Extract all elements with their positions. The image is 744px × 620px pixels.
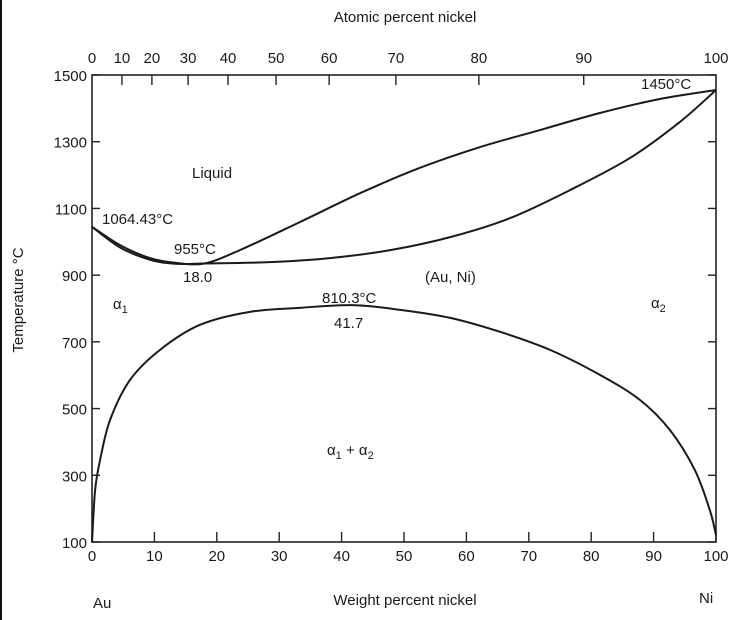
x-tick-label: 50 (396, 548, 413, 565)
label-liquid: Liquid (192, 165, 232, 182)
x-tick-label: 100 (703, 548, 728, 565)
x-tick-label: 60 (458, 548, 475, 565)
x2-tick-label: 40 (220, 50, 237, 67)
label-alpha2: α2 (651, 295, 666, 315)
y-tick-label: 1100 (55, 201, 87, 218)
axes (91, 74, 717, 543)
x2-tick-label: 100 (703, 50, 728, 67)
image-left-border (0, 0, 2, 620)
x2-tick-label: 70 (388, 50, 405, 67)
x-tick-label: 10 (146, 548, 163, 565)
x2-tick-label: 90 (575, 50, 592, 67)
x-tick-label: 40 (333, 548, 350, 565)
y-axis-title: Temperature °C (10, 247, 27, 352)
x-tick-label: 20 (208, 548, 225, 565)
label-alpha1: α1 (113, 296, 128, 316)
x2-axis-title: Atomic percent nickel (334, 9, 477, 26)
x2-tick-label: 20 (144, 50, 161, 67)
x-tick-label: 70 (520, 548, 537, 565)
x2-tick-label: 50 (268, 50, 285, 67)
curves (91, 89, 717, 543)
x-tick-label: 90 (645, 548, 662, 565)
end-label-ni: Ni (699, 590, 713, 607)
y-tick-label: 900 (62, 268, 87, 285)
y-tick-label: 500 (62, 402, 87, 419)
plot-frame (91, 74, 717, 543)
label-critical-temp: 810.3°C (322, 290, 377, 307)
x2-tick-label: 60 (321, 50, 338, 67)
x-tick-label: 0 (88, 548, 96, 565)
label-two-phase: α1 + α2 (327, 442, 374, 462)
solvus-curve (91, 304, 717, 543)
y-tick-label: 100 (62, 535, 87, 552)
x-axis-title: Weight percent nickel (333, 592, 476, 609)
y-tick-label: 1500 (54, 68, 87, 85)
y-tick-label: 700 (62, 335, 87, 352)
label-minimum-temp: 955°C (174, 241, 216, 258)
y-tick-label: 300 (62, 468, 87, 485)
x2-tick-label: 80 (471, 50, 488, 67)
y-tick-label: 1300 (54, 135, 87, 152)
label-au-melting-point: 1064.43°C (102, 211, 173, 228)
x-tick-label: 30 (271, 548, 288, 565)
label-ni-melting-point: 1450°C (641, 76, 691, 93)
x-tick-label: 80 (583, 548, 600, 565)
x2-tick-label: 10 (114, 50, 131, 67)
liquidus-curve (91, 89, 717, 266)
label-solid-solution: (Au, Ni) (425, 269, 476, 286)
label-minimum-comp: 18.0 (183, 269, 212, 286)
x2-tick-label: 0 (88, 50, 96, 67)
end-label-au: Au (93, 595, 111, 612)
label-critical-comp: 41.7 (334, 315, 363, 332)
x2-tick-label: 30 (180, 50, 197, 67)
solidus-curve (91, 89, 717, 266)
